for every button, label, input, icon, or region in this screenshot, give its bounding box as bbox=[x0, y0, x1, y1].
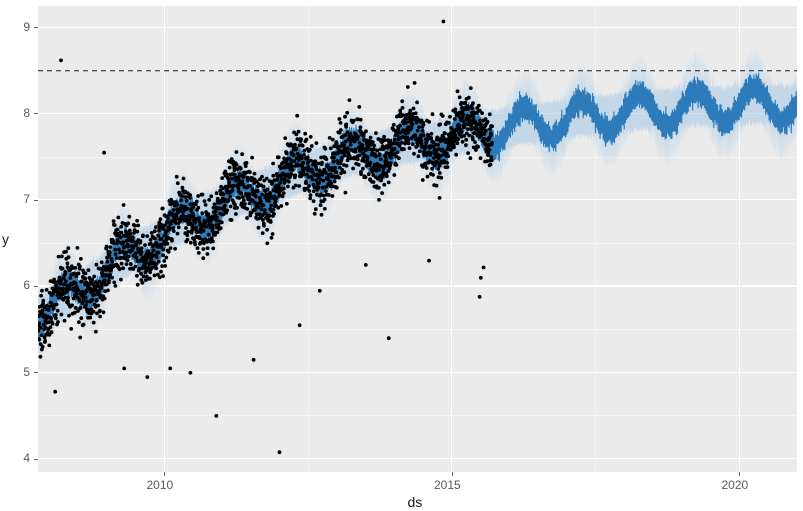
y-tick-mark bbox=[34, 27, 38, 28]
y-tick-mark bbox=[34, 200, 38, 201]
x-tick-label: 2010 bbox=[147, 478, 174, 492]
x-tick-mark bbox=[739, 472, 740, 476]
y-tick-mark bbox=[34, 459, 38, 460]
x-tick-label: 2015 bbox=[434, 478, 461, 492]
y-tick-label: 5 bbox=[23, 365, 30, 379]
x-axis-title: ds bbox=[408, 494, 423, 510]
x-tick-label: 2020 bbox=[722, 478, 749, 492]
y-tick-mark bbox=[34, 113, 38, 114]
y-tick-label: 9 bbox=[23, 20, 30, 34]
y-tick-mark bbox=[34, 372, 38, 373]
y-tick-label: 7 bbox=[23, 192, 30, 206]
plot-layer bbox=[0, 0, 803, 511]
y-tick-label: 4 bbox=[23, 451, 30, 465]
x-tick-mark bbox=[452, 472, 453, 476]
forecast-chart: 4 5 6 7 8 9 2010 2015 2020 y ds bbox=[0, 0, 803, 511]
y-tick-mark bbox=[34, 286, 38, 287]
y-tick-label: 6 bbox=[23, 278, 30, 292]
y-tick-label: 8 bbox=[23, 106, 30, 120]
x-tick-mark bbox=[164, 472, 165, 476]
y-axis-title: y bbox=[2, 231, 9, 247]
